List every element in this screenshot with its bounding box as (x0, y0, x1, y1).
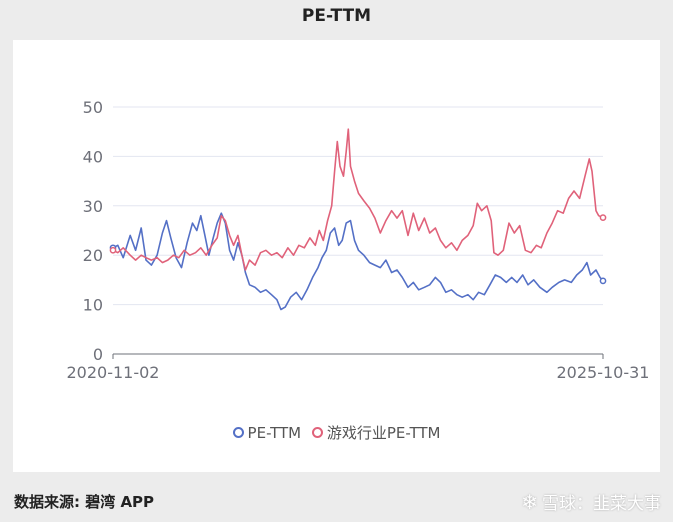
y-tick-label-50: 50 (83, 98, 103, 117)
legend-item-pe[interactable]: PE-TTM (232, 423, 302, 442)
y-tick-label-40: 40 (83, 147, 103, 166)
series-0-endpoint-1 (599, 277, 607, 285)
legend-marker-pe (232, 427, 244, 438)
legend-label-industry: 游戏行业PE-TTM (326, 424, 441, 442)
legend-marker-industry (311, 427, 323, 438)
legend-item-industry[interactable]: 游戏行业PE-TTM (311, 422, 441, 443)
page-title: PE-TTM (301, 6, 372, 26)
series-line-1 (112, 128, 604, 271)
snowflake-icon: ❄ (521, 489, 538, 514)
y-tick-label-10: 10 (83, 296, 103, 315)
series-1-endpoint-1 (599, 214, 607, 222)
brand-watermark: ❄ 雪球：韭菜大事 (521, 489, 661, 515)
data-source-label: 数据来源: 碧湾 APP (14, 493, 155, 511)
chart-panel (13, 40, 660, 472)
legend-label-pe: PE-TTM (247, 423, 302, 442)
x-tick-label-1: 2025-10-31 (557, 363, 650, 382)
chart-legend: PE-TTM 游戏行业PE-TTM (0, 422, 673, 443)
y-tick-label-20: 20 (83, 246, 103, 265)
y-tick-label-0: 0 (93, 345, 103, 364)
series-line-0 (112, 212, 604, 311)
x-tick-label-0: 2020-11-02 (67, 363, 160, 382)
series-1-endpoint-0 (109, 246, 117, 254)
y-tick-label-30: 30 (83, 197, 103, 216)
brand-text: 雪球：韭菜大事 (542, 494, 661, 514)
